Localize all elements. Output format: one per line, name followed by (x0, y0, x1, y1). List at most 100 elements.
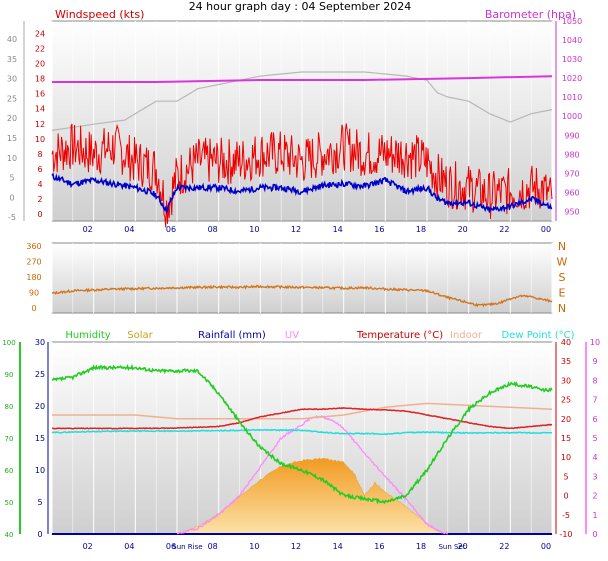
wind-outer-tick: 40 (7, 35, 17, 44)
temperature-tick: 30 (561, 376, 571, 385)
legend-item: Indoor (450, 330, 483, 341)
uv-tick: 5 (592, 434, 597, 443)
uv-tick: 7 (592, 396, 597, 405)
rain-tick: 20 (35, 402, 45, 411)
baro-tick: 970 (564, 169, 579, 178)
wind-outer-tick: 35 (7, 55, 17, 64)
climate-x-tick: 04 (124, 542, 134, 551)
temperature-tick: 10 (561, 453, 571, 462)
wind-x-tick: 12 (291, 225, 301, 234)
temperature-tick: 5 (563, 472, 568, 481)
climate-x-tick: 14 (333, 542, 343, 551)
wind-x-tick: 20 (458, 225, 468, 234)
uv-tick: 6 (592, 415, 597, 424)
humidity-tick: 100 (2, 339, 15, 347)
temperature-tick: -10 (559, 530, 572, 539)
temperature-tick: 35 (561, 357, 571, 366)
wind-x-tick: 08 (208, 225, 218, 234)
wind-outer-tick: 30 (7, 75, 17, 84)
wind-inner-tick: 2 (37, 195, 42, 204)
direction-deg-tick: 180 (26, 273, 41, 282)
uv-tick: 1 (592, 511, 597, 520)
legend-item: Dew Point (°C) (501, 330, 574, 341)
uv-tick: 4 (592, 453, 597, 462)
climate-x-tick: 16 (374, 542, 384, 551)
wind-gust-line (51, 123, 553, 228)
climate-x-tick: 06 (166, 542, 176, 551)
climate-x-tick: 08 (208, 542, 218, 551)
temperature-tick: 15 (561, 434, 571, 443)
baro-tick: 1040 (562, 36, 582, 45)
wind-inner-tick: 0 (37, 210, 42, 219)
wind-average-line (51, 172, 553, 215)
indoor-line (52, 402, 553, 420)
legend-item: UV (285, 330, 299, 341)
wind-outer-tick: -5 (8, 213, 16, 222)
climate-x-tick: 00 (541, 542, 551, 551)
uv-tick: 2 (592, 492, 597, 501)
wind-outer-tick: 20 (7, 114, 17, 123)
climate-x-tick: 20 (458, 542, 468, 551)
wind-inner-tick: 6 (37, 165, 42, 174)
wind-x-tick: 10 (249, 225, 259, 234)
legend-item: Humidity (65, 330, 110, 341)
rain-tick: 5 (37, 498, 42, 507)
direction-deg-tick: 360 (26, 242, 41, 251)
humidity-tick: 40 (5, 531, 14, 539)
rain-tick: 10 (35, 466, 45, 475)
direction-compass-tick: S (559, 271, 566, 284)
legend-item: Rainfall (mm) (198, 330, 266, 341)
direction-compass-tick: N (558, 302, 566, 315)
direction-deg-tick: 270 (26, 258, 41, 267)
wind-x-tick: 18 (416, 225, 426, 234)
sunrise-marker: Sun Rise (172, 543, 202, 551)
temperature-tick: 20 (561, 415, 571, 424)
temperature-tick: -5 (562, 511, 570, 520)
direction-deg-tick: 90 (29, 289, 39, 298)
temperature-tick: 0 (563, 492, 568, 501)
direction-compass-tick: W (557, 256, 568, 269)
wind-outer-tick: 0 (9, 193, 14, 202)
baro-tick: 1050 (562, 17, 582, 26)
humidity-tick: 60 (5, 467, 14, 475)
wind-x-tick: 22 (499, 225, 509, 234)
wind-x-tick: 04 (124, 225, 134, 234)
rain-tick: 0 (37, 530, 42, 539)
direction-compass-tick: N (558, 240, 566, 253)
rain-tick: 30 (35, 338, 45, 347)
sunset-tick: Sun Set (438, 543, 465, 551)
wind-inner-tick: 18 (35, 75, 45, 84)
wind-direction-line (51, 284, 553, 308)
wind-inner-tick: 4 (37, 180, 42, 189)
dewpoint-line (51, 428, 553, 436)
baro-tick: 1020 (562, 74, 582, 83)
windspeed-axis-title: Windspeed (kts) (55, 8, 144, 21)
direction-deg-tick: 0 (31, 304, 36, 313)
legend-item: Solar (127, 330, 153, 341)
rain-tick: 15 (35, 434, 45, 443)
wind-inner-tick: 10 (35, 135, 45, 144)
wind-inner-tick: 16 (35, 90, 45, 99)
wind-outer-tick: 25 (7, 94, 17, 103)
climate-x-tick: 12 (291, 542, 301, 551)
baro-tick: 1030 (562, 55, 582, 64)
humidity-line (52, 363, 553, 505)
barometer-axis-title: Barometer (hpa) (485, 8, 576, 21)
baro-tick: 990 (564, 131, 579, 140)
wind-x-tick: 14 (333, 225, 343, 234)
wind-x-tick: 16 (374, 225, 384, 234)
humidity-tick: 80 (5, 403, 14, 411)
wind-outer-tick: 10 (7, 154, 17, 163)
uv-tick: 10 (590, 338, 600, 347)
uv-tick: 3 (592, 472, 597, 481)
wind-x-tick: 06 (166, 225, 176, 234)
climate-x-tick: 02 (83, 542, 93, 551)
humidity-tick: 50 (5, 499, 14, 507)
legend-item: Temperature (°C) (356, 330, 443, 341)
baro-tick: 1010 (562, 93, 582, 102)
wind-inner-tick: 8 (37, 150, 42, 159)
wind-outer-tick: 15 (7, 134, 17, 143)
humidity-tick: 90 (5, 371, 14, 379)
wind-inner-tick: 22 (35, 45, 45, 54)
